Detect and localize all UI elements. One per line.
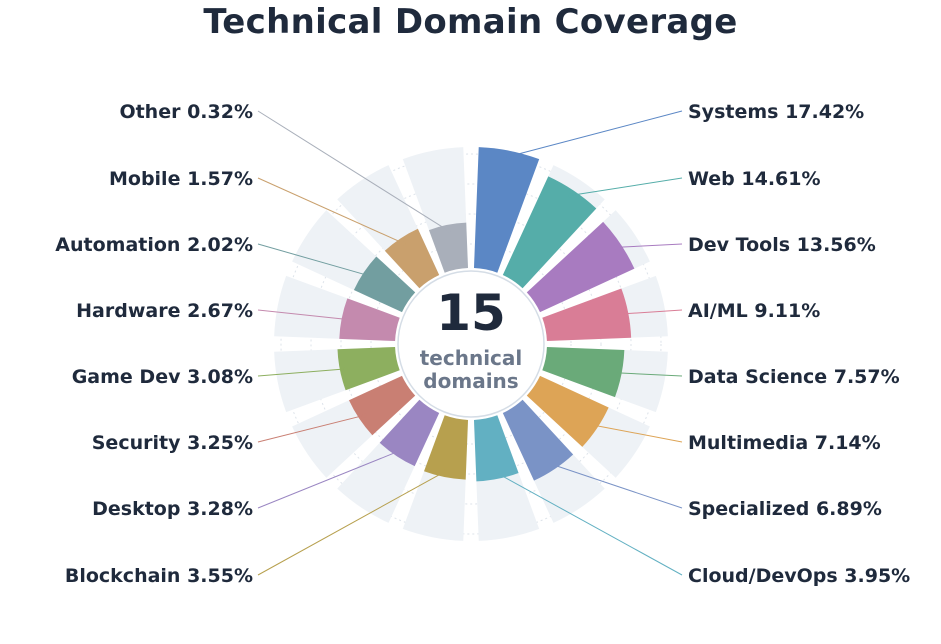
- leader-data-science: [615, 372, 683, 377]
- leader-dev-tools: [615, 243, 683, 248]
- label-automation: Automation 2.02%: [55, 234, 253, 256]
- bar-mobile: [384, 228, 440, 289]
- bar-blockchain: [424, 415, 469, 480]
- bar-dev-tools: [526, 221, 635, 313]
- chart-title: Technical Domain Coverage: [203, 2, 738, 42]
- leader-dot-cloud-devops: [494, 470, 499, 475]
- bar-hardware: [339, 298, 400, 342]
- bar-game-dev: [337, 346, 400, 391]
- leader-hardware: [257, 309, 348, 320]
- bar-web: [502, 176, 597, 289]
- leader-dot-specialized: [549, 462, 554, 467]
- grid-ring: [370, 243, 572, 445]
- bar-systems: [473, 147, 540, 273]
- leader-systems: [508, 110, 683, 158]
- grid-ring: [280, 153, 662, 535]
- center-hub: 15 technical domains: [397, 270, 545, 418]
- label-web: Web 14.61%: [688, 168, 821, 190]
- leader-dot-mobile: [401, 241, 406, 246]
- leader-ai-ml: [622, 309, 683, 315]
- center-label-line2: domains: [423, 369, 518, 393]
- label-mobile: Mobile 1.57%: [109, 168, 253, 190]
- leader-mobile: [257, 177, 405, 244]
- leader-dot-blockchain: [443, 469, 448, 474]
- leader-specialized: [551, 463, 683, 509]
- leader-game-dev: [257, 368, 346, 377]
- leader-dot-automation: [366, 273, 371, 278]
- center-label-line1: technical: [420, 346, 523, 370]
- leader-dot-security: [362, 413, 367, 418]
- leader-web: [570, 177, 683, 197]
- label-specialized: Specialized 6.89%: [688, 498, 882, 520]
- label-blockchain: Blockchain 3.55%: [65, 565, 253, 587]
- leader-desktop: [257, 450, 400, 509]
- bar-specialized: [502, 399, 574, 481]
- leader-dot-web: [568, 193, 573, 198]
- label-other: Other 0.32%: [119, 101, 253, 123]
- bars: [337, 147, 635, 482]
- label-ai-ml: AI/ML 9.11%: [688, 300, 820, 322]
- bar-multimedia: [526, 375, 609, 447]
- leader-dot-desktop: [397, 448, 402, 453]
- leader-dot-ai-ml: [620, 311, 625, 316]
- leader-other: [257, 110, 449, 232]
- leader-dot-systems: [506, 154, 511, 159]
- leader-cloud-devops: [496, 472, 683, 576]
- bar-automation: [353, 256, 416, 313]
- bar-ai-ml: [542, 288, 632, 342]
- label-desktop: Desktop 3.28%: [92, 498, 253, 520]
- bar-security: [348, 375, 416, 436]
- leader-automation: [257, 243, 369, 277]
- leader-blockchain: [257, 470, 446, 576]
- leader-dot-other: [446, 228, 451, 233]
- label-multimedia: Multimedia 7.14%: [688, 432, 881, 454]
- leader-security: [257, 414, 365, 443]
- bar-desktop: [379, 399, 440, 467]
- leader-dot-dev-tools: [613, 245, 618, 250]
- grid-ring: [310, 183, 632, 505]
- bar-cloud-devops: [473, 415, 519, 482]
- leader-dot-data-science: [613, 370, 618, 375]
- leader-multimedia: [591, 424, 683, 443]
- label-security: Security 3.25%: [92, 432, 253, 454]
- leader-lines: [257, 110, 683, 576]
- labels: Systems 17.42% Web 14.61% Dev Tools 13.56%…: [55, 101, 910, 587]
- label-cloud-devops: Cloud/DevOps 3.95%: [688, 565, 910, 587]
- label-game-dev: Game Dev 3.08%: [72, 366, 253, 388]
- center-circle: [397, 270, 545, 418]
- label-dev-tools: Dev Tools 13.56%: [688, 234, 876, 256]
- label-systems: Systems 17.42%: [688, 101, 864, 123]
- leader-dot-multimedia: [590, 422, 595, 427]
- label-hardware: Hardware 2.67%: [76, 300, 253, 322]
- center-count: 15: [436, 284, 506, 342]
- bar-other: [428, 222, 469, 273]
- grid-ring: [340, 213, 602, 475]
- leader-dot-game-dev: [343, 366, 348, 371]
- leader-dot-hardware: [345, 317, 350, 322]
- bar-data-science: [542, 346, 625, 398]
- label-data-science: Data Science 7.57%: [688, 366, 900, 388]
